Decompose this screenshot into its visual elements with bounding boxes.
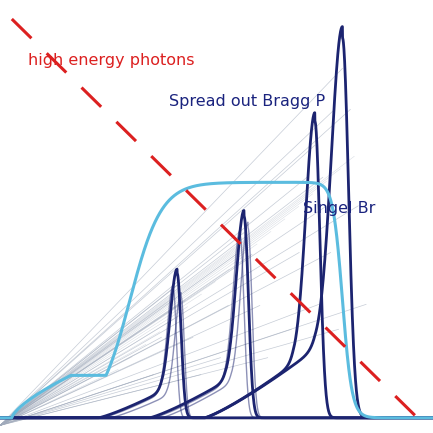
Text: high energy photons: high energy photons xyxy=(28,52,194,68)
Text: Spread out Bragg P: Spread out Bragg P xyxy=(169,94,325,110)
Text: Singel Br: Singel Br xyxy=(303,201,375,216)
